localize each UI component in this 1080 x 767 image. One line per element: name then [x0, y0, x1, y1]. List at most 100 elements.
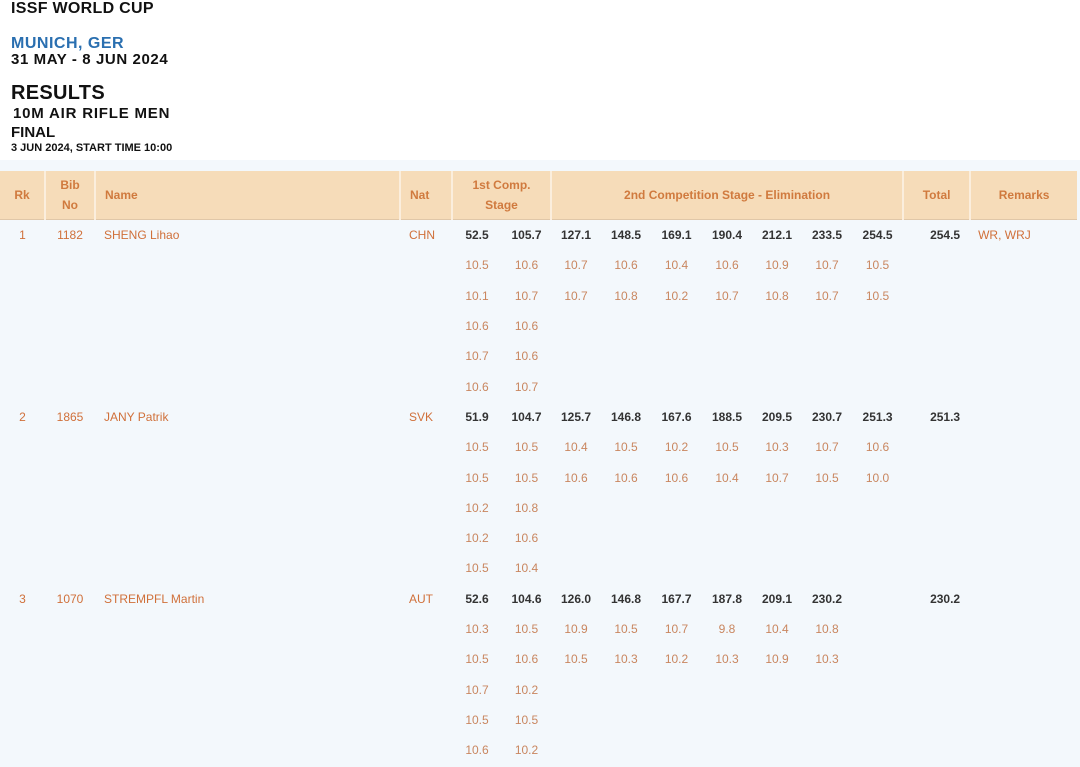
series-score: 52.6	[465, 591, 489, 606]
shot-score: 10.2	[664, 440, 689, 455]
empty-cell	[551, 553, 601, 583]
empty-cell	[0, 250, 452, 280]
total-score: 254.5	[930, 228, 961, 243]
shot-score: 10.5	[514, 712, 539, 727]
shot-score: 10.6	[614, 470, 638, 485]
shot-score: 10.5	[815, 470, 839, 485]
series-score: 104.7	[511, 409, 542, 424]
empty-cell	[802, 705, 852, 735]
empty-cell	[852, 341, 903, 371]
empty-cell	[852, 311, 903, 341]
series-score: 127.1	[561, 228, 592, 243]
shot-score: 10.7	[514, 379, 539, 394]
empty-cell	[0, 523, 452, 553]
empty-cell	[601, 311, 651, 341]
shot-score: 10.9	[765, 652, 789, 667]
shot-score: 10.6	[514, 349, 539, 364]
empty-cell	[702, 553, 752, 583]
shot-score: 10.4	[715, 470, 739, 485]
results-body: 1 1182 SHENG Lihao CHN 52.5 105.7 127.1 148.5 16…	[0, 220, 1077, 766]
rank: 2	[19, 409, 26, 424]
shot-score: 10.6	[465, 379, 489, 394]
shot-score: 10.7	[815, 288, 839, 303]
shot-score: 10.6	[564, 470, 588, 485]
series-score: 104.6	[511, 591, 542, 606]
event-dates: 31 MAY - 8 JUN 2024	[11, 51, 169, 68]
shot-score: 10.8	[815, 622, 839, 636]
phase: FINAL	[11, 124, 56, 141]
shots-row: 10.5 10.5	[0, 705, 1077, 735]
empty-cell	[852, 493, 903, 523]
total-score: 230.2	[930, 591, 961, 606]
shots-row: 10.6 10.6	[0, 311, 1077, 341]
empty-cell	[702, 341, 752, 371]
shot-score: 10.2	[664, 652, 689, 667]
empty-cell	[752, 553, 802, 583]
shot-score: 10.0	[865, 470, 890, 485]
shot-score: 10.6	[465, 319, 489, 334]
shot-score: 10.7	[465, 682, 489, 697]
empty-cell	[0, 644, 452, 674]
shot-score: 10.5	[614, 622, 638, 636]
shot-score: 10.7	[564, 288, 588, 303]
empty-cell	[702, 493, 752, 523]
shot-score: 10.5	[465, 652, 489, 667]
empty-cell	[0, 705, 452, 735]
empty-cell	[752, 341, 802, 371]
empty-cell	[852, 523, 903, 553]
col-rk: Rk	[0, 171, 45, 220]
col-stage2: 2nd Competition Stage - Elimination	[550, 171, 904, 220]
empty-cell	[852, 705, 903, 735]
empty-cell	[802, 371, 852, 401]
shots-row: 10.7 10.2	[0, 674, 1077, 704]
empty-cell	[551, 371, 601, 401]
shot-score: 10.5	[465, 470, 489, 485]
empty-cell	[903, 371, 1077, 401]
empty-cell	[852, 553, 903, 583]
series-score: 254.5	[862, 228, 893, 243]
empty-cell	[702, 705, 752, 735]
event-title: ISSF WORLD CUP	[11, 0, 154, 17]
shot-score: 10.8	[765, 288, 789, 303]
shots-row: 10.1 10.7 10.7 10.8 10.2 10.7 10.8 10.7 10.5	[0, 281, 1077, 311]
empty-cell	[903, 674, 1077, 704]
empty-cell	[601, 341, 651, 371]
empty-cell	[651, 493, 702, 523]
shots-row: 10.2 10.8	[0, 493, 1077, 523]
empty-cell	[0, 493, 452, 523]
shot-score: 10.8	[614, 288, 638, 303]
results-heading: RESULTS	[11, 82, 105, 104]
empty-cell	[903, 432, 1077, 462]
empty-cell	[551, 493, 601, 523]
empty-cell	[802, 553, 852, 583]
discipline: 10M AIR RIFLE MEN	[13, 105, 171, 122]
shots-row: 10.5 10.5 10.6 10.6 10.6 10.4 10.7 10.5 10.0	[0, 462, 1077, 492]
empty-cell	[752, 311, 802, 341]
shots-row: 10.2 10.6	[0, 523, 1077, 553]
empty-cell	[0, 553, 452, 583]
empty-cell	[852, 371, 903, 401]
series-score: 146.8	[611, 591, 642, 606]
series-score: 51.9	[465, 409, 489, 424]
col-nat: Nat	[399, 171, 452, 220]
empty-cell	[651, 674, 702, 704]
empty-cell	[903, 250, 1077, 280]
series-score: 209.1	[762, 591, 793, 606]
empty-cell	[651, 735, 702, 765]
col-bib-line1: Bib	[60, 178, 80, 192]
shot-score: 10.7	[765, 470, 789, 485]
shots-row: 10.5 10.4	[0, 553, 1077, 583]
table-header-row: Rk Bib No Name Nat 1st Comp. Stage 2nd Com…	[0, 171, 1078, 220]
empty-cell	[651, 705, 702, 735]
empty-cell	[752, 371, 802, 401]
athlete-row: 3 1070 STREMPFL Martin AUT 52.6 104.6 126.0 146…	[0, 584, 1077, 614]
shot-score: 10.5	[865, 258, 890, 273]
shot-score: 10.9	[765, 258, 789, 273]
empty-cell	[0, 311, 452, 341]
empty-cell	[752, 674, 802, 704]
nation: CHN	[409, 228, 435, 243]
empty-cell	[0, 281, 452, 311]
bib-number: 1070	[56, 591, 84, 606]
shot-score: 10.5	[865, 288, 890, 303]
shot-score: 10.5	[614, 440, 638, 455]
